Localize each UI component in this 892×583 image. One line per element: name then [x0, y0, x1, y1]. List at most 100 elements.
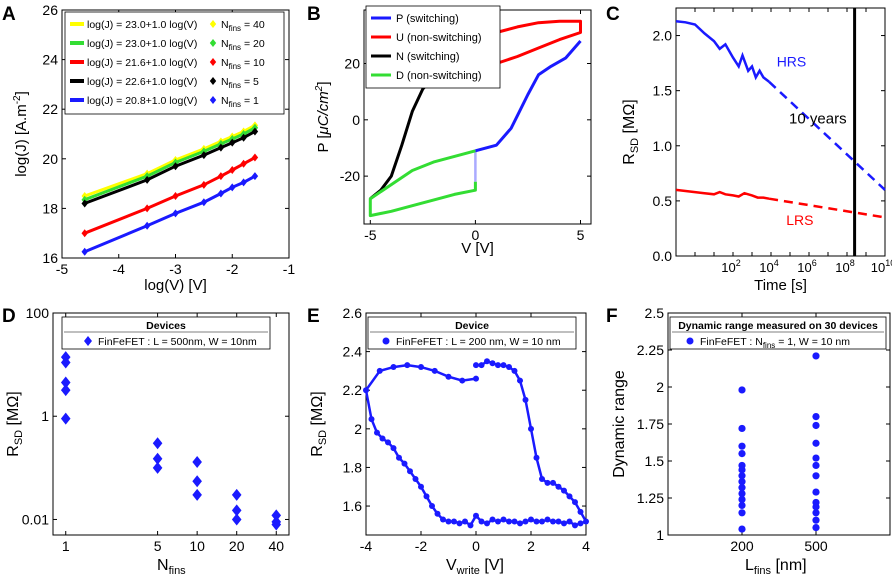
- panel-d-ylabel-main: R: [5, 445, 22, 457]
- panel-f-ytick-label: 2.25: [637, 342, 664, 358]
- panel-e-point: [423, 493, 430, 500]
- panel-e-xlabel: Vwrite [V]: [446, 557, 504, 577]
- panel-a-legend-fit: log(J) = 22.6+1.0 log(V): [87, 76, 197, 88]
- panel-c-xtick-label: 1010: [871, 258, 892, 275]
- panel-c-ten-years-label: 10 years: [789, 111, 847, 128]
- panel-e-point: [473, 512, 479, 519]
- panel-a-chart: -5 -4 -3 -2 -1 16 18 20 22 24 26 log(V) [V] log(J) […: [12, 2, 295, 294]
- panel-d-point: [60, 384, 71, 397]
- panel-a-point-n5: [81, 199, 88, 208]
- panel-f-point-200: [738, 489, 746, 498]
- panel-b-legend-label: D (non-switching): [396, 70, 482, 82]
- panel-b-ylabel-main: P [: [315, 134, 332, 153]
- panel-d-xtick-label: 10: [189, 538, 205, 554]
- panel-e-xtick-label: 0: [472, 538, 480, 554]
- panel-e-hysteresis-curve: [364, 359, 588, 528]
- panel-a-point-n10: [217, 172, 225, 181]
- panel-c-ytick-label: 1.0: [653, 138, 673, 154]
- panel-d-point: [60, 412, 71, 425]
- panel-e-point: [533, 518, 540, 525]
- panel-f-point-500: [812, 439, 820, 447]
- panel-a-legend-n-prefix: N: [221, 57, 229, 69]
- panel-d-point: [60, 376, 71, 389]
- panel-a-fit-line-n40: [84, 123, 256, 198]
- panel-c-xtick-exp: 8: [850, 258, 855, 268]
- panel-letter-a: A: [2, 4, 16, 25]
- panel-e-point: [379, 435, 386, 442]
- panel-e-point: [517, 377, 523, 384]
- panel-f-ytick-label: 2: [656, 379, 664, 395]
- panel-e-ytick-label: 1.8: [343, 459, 363, 475]
- panel-e-point: [462, 518, 468, 525]
- panel-f-point-200: [738, 472, 746, 480]
- panel-e-point: [506, 518, 512, 525]
- panel-c-ylabel-end: [MΩ]: [621, 99, 638, 138]
- panel-a-legend-n-sub: fins: [229, 100, 241, 109]
- panel-a-ylabel-main: log(J) [A.m: [13, 104, 30, 177]
- panel-d-ytick-label: 0.01: [22, 511, 49, 527]
- panel-d-xtick-label: 40: [268, 538, 284, 554]
- panel-d-ytick-label: 100: [26, 305, 50, 321]
- panel-e-point: [459, 377, 466, 384]
- panel-f-chart: 200 500 1 1.25 1.5 1.75 2 2.25 2.5 Lfins [nm] Dyna…: [611, 305, 891, 577]
- panel-a-point-n10: [240, 159, 247, 168]
- panel-d-xtick-label: 20: [229, 538, 245, 554]
- panel-b-ytick-label: -20: [340, 168, 360, 184]
- panel-a-legend-n-value: = 40: [241, 19, 265, 31]
- panel-e-point: [572, 499, 578, 506]
- panel-f-point-200: [738, 386, 746, 394]
- panel-e-point: [451, 518, 457, 525]
- panel-e-point: [539, 476, 545, 483]
- panel-f-xtick-label: 200: [730, 538, 754, 554]
- panel-e-point: [390, 364, 397, 371]
- panel-f-xlabel-end: [nm]: [771, 557, 807, 574]
- panel-c-ylabel-sub: SD: [629, 138, 641, 153]
- panel-e-point: [374, 429, 380, 436]
- panel-a-ylabel-end: ]: [13, 91, 30, 95]
- panel-a-legend-fit: log(J) = 23.0+1.0 log(V): [87, 19, 197, 31]
- panel-e-point: [561, 487, 567, 494]
- panel-e-point: [418, 483, 424, 490]
- panel-f-legend-title: Dynamic range measured on 30 devices: [678, 320, 878, 332]
- panel-e-point: [528, 516, 534, 523]
- panel-a-legend-fit: log(J) = 20.8+1.0 log(V): [87, 95, 197, 107]
- panel-f-point-500: [812, 352, 820, 360]
- panel-d-point: [231, 513, 242, 526]
- panel-a-point-n10: [172, 192, 179, 200]
- panel-e-point: [418, 364, 424, 371]
- panel-a-point-n1: [240, 178, 247, 187]
- panel-e-point: [539, 518, 545, 525]
- panel-c-xtick-base: 10: [721, 260, 735, 275]
- panel-c-xtick-label: 104: [759, 258, 778, 275]
- panel-d-point: [192, 488, 202, 501]
- panel-d-ylabel-sub: SD: [13, 430, 25, 445]
- panel-e-point: [396, 454, 402, 461]
- panel-a-legend-swatch-point: [209, 58, 217, 66]
- panel-d-frame: [52, 312, 290, 536]
- panel-e-ytick-label: 1.6: [343, 498, 363, 514]
- panel-d-point: [271, 518, 282, 531]
- panel-e-point: [478, 362, 485, 369]
- panel-f-xtick-label: 500: [804, 538, 828, 554]
- panel-e-xlabel-end: [V]: [480, 557, 504, 574]
- panel-d-point: [192, 455, 202, 468]
- panel-d-point: [192, 475, 202, 488]
- panel-a-point-n5: [240, 133, 247, 142]
- panel-c-curve-hrs: [675, 19, 770, 83]
- panel-a-point-n1: [229, 183, 236, 192]
- panel-e-point: [517, 520, 523, 527]
- panel-a-legend-n-prefix: N: [221, 19, 229, 31]
- panel-a-legend-n-prefix: N: [221, 38, 229, 50]
- panel-f-point-500: [812, 524, 820, 532]
- panel-e-point: [484, 358, 490, 365]
- panel-e-point: [533, 454, 540, 461]
- panel-e-point: [489, 360, 496, 367]
- panel-e-point: [577, 508, 584, 515]
- panel-a-legend-n-value: = 10: [241, 57, 265, 69]
- panel-letter-f: F: [606, 306, 618, 327]
- panel-a-legend-n-sub: fins: [229, 62, 241, 71]
- panel-d-legend-box: [61, 316, 271, 350]
- panel-f-point-200: [738, 461, 746, 470]
- panel-a-point-n1: [200, 198, 208, 207]
- panel-a-legend-n-value: = 5: [241, 76, 259, 88]
